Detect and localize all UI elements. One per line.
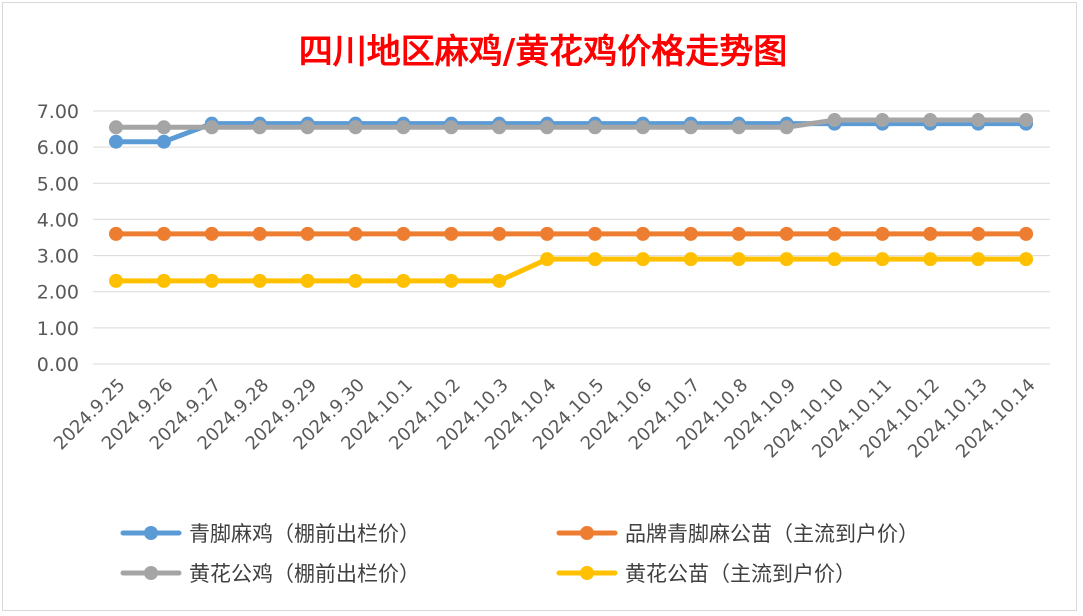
data-point <box>348 120 363 135</box>
legend-swatch-marker <box>144 526 158 540</box>
data-point <box>875 226 890 241</box>
data-point <box>923 252 938 267</box>
data-point <box>1019 113 1034 128</box>
data-point <box>204 226 219 241</box>
data-point <box>444 226 459 241</box>
data-point <box>156 134 171 149</box>
y-tick-label: 3.00 <box>37 246 79 268</box>
y-tick-label: 2.00 <box>37 282 79 304</box>
data-point <box>300 273 315 288</box>
data-point <box>588 252 602 267</box>
data-point <box>731 226 746 241</box>
data-point <box>588 226 602 241</box>
legend-label: 黄花公鸡（棚前出栏价） <box>189 562 420 586</box>
data-point <box>635 226 650 241</box>
y-tick-label: 6.00 <box>37 137 79 159</box>
series-line <box>113 117 1029 130</box>
data-point <box>683 252 698 267</box>
legend-swatch-marker <box>144 566 158 580</box>
data-point <box>923 113 938 128</box>
y-tick-label: 5.00 <box>37 173 79 195</box>
data-point <box>396 120 411 135</box>
x-axis-ticks: 2024.9.252024.9.262024.9.272024.9.282024… <box>50 375 1040 463</box>
data-point <box>731 120 746 135</box>
data-point <box>109 226 123 241</box>
data-point <box>396 273 411 288</box>
data-point <box>156 226 171 241</box>
legend-item: 黄花公苗（主流到户价） <box>556 562 856 586</box>
data-point <box>109 120 123 135</box>
series-layer <box>109 113 1034 288</box>
data-point <box>588 120 602 135</box>
data-point <box>252 273 267 288</box>
data-point <box>252 120 267 135</box>
series-line <box>113 121 1029 145</box>
series-line <box>113 256 1029 284</box>
y-tick-label: 4.00 <box>37 209 79 231</box>
data-point <box>683 120 698 135</box>
data-point <box>827 113 842 128</box>
data-point <box>156 120 171 135</box>
legend-swatch-marker <box>580 566 594 580</box>
y-tick-label: 1.00 <box>37 318 79 340</box>
data-point <box>779 226 794 241</box>
data-point <box>492 226 507 241</box>
grid-lines <box>93 110 1050 365</box>
data-point <box>923 226 938 241</box>
data-point <box>348 226 363 241</box>
legend-item: 品牌青脚麻公苗（主流到户价） <box>556 522 919 546</box>
y-axis-ticks: 7.00 6.00 5.00 4.00 3.00 2.00 1.00 0.00 <box>37 101 79 376</box>
data-point <box>156 273 171 288</box>
data-point <box>540 120 555 135</box>
y-tick-label: 0.00 <box>37 354 79 376</box>
y-tick-label: 7.00 <box>37 101 79 123</box>
data-point <box>875 252 890 267</box>
legend: 青脚麻鸡（棚前出栏价） 品牌青脚麻公苗（主流到户价） 黄花公鸡（棚前出栏价） 黄花公苗… <box>120 522 919 586</box>
data-point <box>300 226 315 241</box>
data-point <box>540 252 555 267</box>
legend-item: 黄花公鸡（棚前出栏价） <box>120 562 420 586</box>
data-point <box>444 273 459 288</box>
data-point <box>204 120 219 135</box>
data-point <box>731 252 746 267</box>
data-point <box>300 120 315 135</box>
data-point <box>252 226 267 241</box>
data-point <box>1019 252 1034 267</box>
data-point <box>348 273 363 288</box>
data-point <box>492 273 507 288</box>
data-point <box>683 226 698 241</box>
data-point <box>827 226 842 241</box>
data-point <box>827 252 842 267</box>
data-point <box>109 273 123 288</box>
series-4 <box>109 252 1034 288</box>
data-point <box>109 134 123 149</box>
data-point <box>971 113 986 128</box>
data-point <box>971 252 986 267</box>
data-point <box>444 120 459 135</box>
data-point <box>1019 226 1034 241</box>
data-point <box>779 252 794 267</box>
data-point <box>635 120 650 135</box>
data-point <box>204 273 219 288</box>
legend-swatch-marker <box>580 526 594 540</box>
legend-label: 品牌青脚麻公苗（主流到户价） <box>625 522 919 546</box>
data-point <box>635 252 650 267</box>
data-point <box>875 113 890 128</box>
data-point <box>540 226 555 241</box>
data-point <box>779 120 794 135</box>
legend-label: 黄花公苗（主流到户价） <box>625 562 856 586</box>
data-point <box>396 226 411 241</box>
legend-label: 青脚麻鸡（棚前出栏价） <box>189 522 420 546</box>
legend-item: 青脚麻鸡（棚前出栏价） <box>120 522 420 546</box>
data-point <box>971 226 986 241</box>
line-chart: 四川地区麻鸡/黄花鸡价格走势图 7.00 6.00 5.00 4.00 3.00 2.00… <box>37 32 1050 586</box>
data-point <box>492 120 507 135</box>
series-3 <box>109 113 1034 135</box>
series-2 <box>109 226 1034 241</box>
chart-title: 四川地区麻鸡/黄花鸡价格走势图 <box>299 32 787 72</box>
